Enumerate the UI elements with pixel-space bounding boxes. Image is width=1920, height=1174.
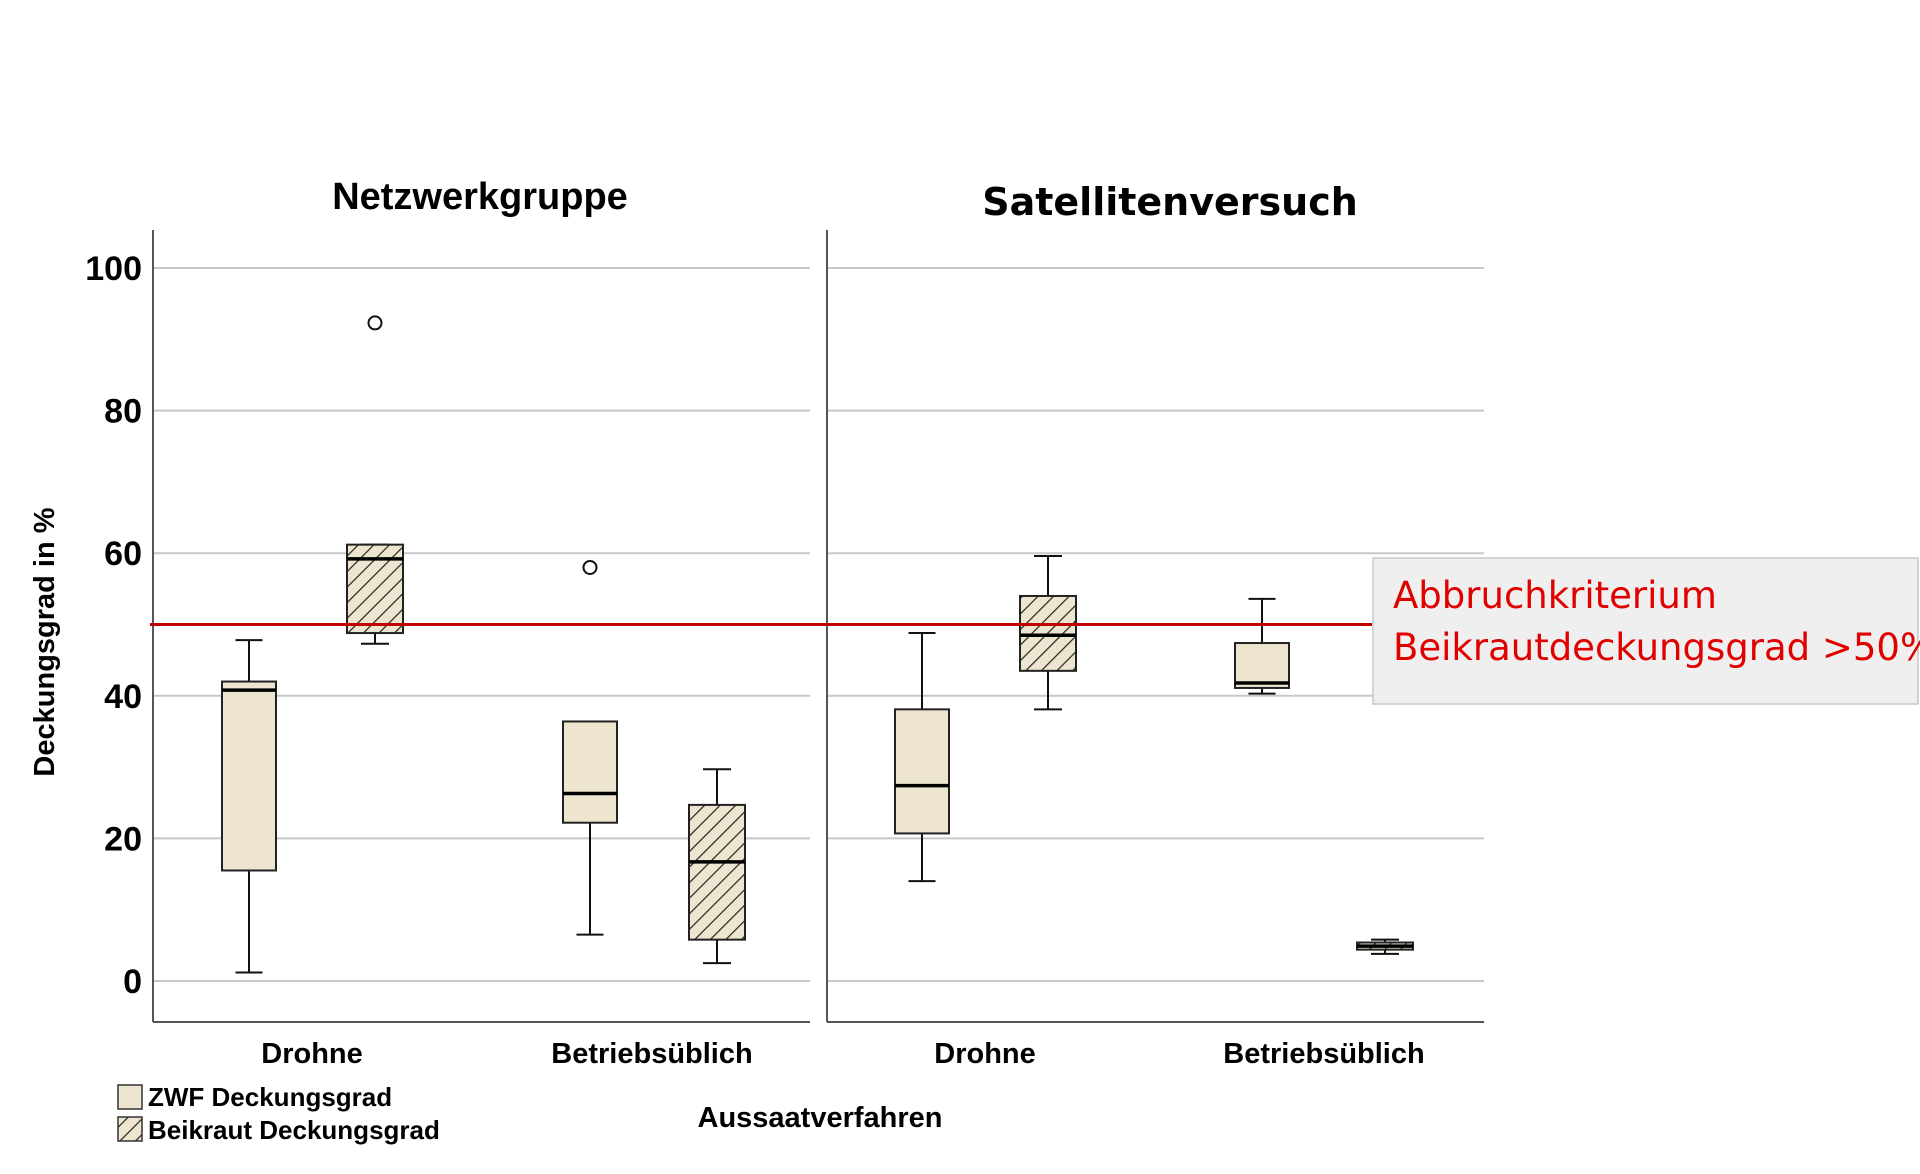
- y-tick-label: 100: [85, 250, 142, 288]
- box-iqr: [562, 720, 618, 824]
- x-tick-betriebsueblich-netzwerk: Betriebsüblich: [551, 1038, 752, 1070]
- annotation-line-1: Abbruchkriterium: [1393, 574, 1717, 617]
- box-plots: [221, 315, 1414, 974]
- x-tick-drohne-netzwerk: Drohne: [261, 1038, 363, 1070]
- outlier-point: [367, 315, 383, 331]
- box-iqr: [894, 708, 950, 835]
- annotation-box: [1372, 557, 1919, 705]
- box-iqr: [1019, 594, 1077, 672]
- box-1-1-0: [1019, 555, 1077, 711]
- panel-title-satellitenversuch: Satellitenversuch: [982, 180, 1358, 224]
- box-0-0-1: [562, 559, 618, 936]
- box-iqr: [1234, 642, 1290, 689]
- legend-swatch-zwf: [117, 1084, 143, 1110]
- y-tick-labels: 0 20 40 60 80 100: [85, 250, 142, 1001]
- legend-swatch-beikraut: [117, 1116, 143, 1142]
- y-tick-label: 60: [104, 535, 142, 573]
- y-tick-label: 80: [104, 393, 142, 431]
- box-1-1-1: [1356, 938, 1414, 955]
- panel-title-netzwerkgruppe: Netzwerkgruppe: [332, 176, 628, 218]
- box-0-0-0: [221, 639, 277, 974]
- threshold-annotation: Abbruchkriterium Beikrautdeckungsgrad >5…: [1372, 557, 1920, 705]
- box-iqr: [688, 803, 746, 941]
- box-0-1-1: [688, 768, 746, 965]
- legend-label-beikraut: Beikraut Deckungsgrad: [148, 1115, 440, 1145]
- box-1-0-1: [1234, 597, 1290, 695]
- box-1-0-0: [894, 632, 950, 883]
- legend: ZWF Deckungsgrad Beikraut Deckungsgrad: [117, 1082, 440, 1145]
- box-0-1-0: [346, 315, 404, 645]
- y-tick-label: 0: [123, 963, 142, 1001]
- x-tick-drohne-satellit: Drohne: [934, 1038, 1036, 1070]
- y-tick-label: 40: [104, 678, 142, 716]
- x-tick-betriebsueblich-satellit: Betriebsüblich: [1223, 1038, 1424, 1070]
- y-axis-label: Deckungsgrad in %: [29, 507, 61, 776]
- box-iqr: [221, 680, 277, 872]
- annotation-line-2: Beikrautdeckungsgrad >50%: [1393, 626, 1920, 669]
- legend-label-zwf: ZWF Deckungsgrad: [148, 1082, 392, 1112]
- outlier-point: [582, 559, 598, 575]
- x-axis-label: Aussaatverfahren: [698, 1102, 943, 1134]
- y-tick-label: 20: [104, 820, 142, 858]
